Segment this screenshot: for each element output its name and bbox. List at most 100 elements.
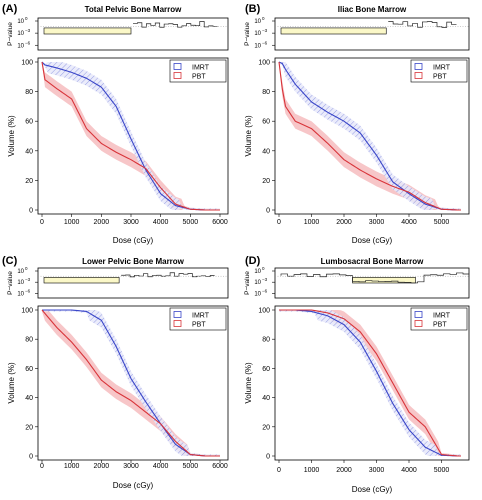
pvalue-axis-label: P−value <box>7 22 14 46</box>
panel-label: (D) <box>245 255 261 267</box>
legend-entry: IMRT <box>192 313 210 320</box>
pbt-legend-swatch <box>414 320 423 327</box>
pvalue-tick-label: 10 <box>17 31 24 37</box>
y-tick-label: 40 <box>262 395 270 402</box>
panel-label: (B) <box>245 3 261 15</box>
pbt-confidence-band <box>279 310 461 456</box>
x-tick-label: 4000 <box>153 463 169 470</box>
y-tick-label: 20 <box>262 178 270 185</box>
pbt-line <box>41 309 220 457</box>
pvalue-line <box>121 272 215 278</box>
x-tick-label: 6000 <box>212 463 228 470</box>
x-axis-label: Dose (cGy) <box>113 481 154 490</box>
x-tick-label: 2000 <box>94 463 110 470</box>
pvalue-tick-exp: 0 <box>25 16 28 21</box>
panel-title: Total Pelvic Bone Marrow <box>85 5 183 14</box>
pbt-legend-swatch <box>173 320 182 327</box>
imrt-legend-swatch <box>173 63 182 70</box>
panel-title: Lumbosacral Bone Marrow <box>321 257 424 266</box>
imrt-legend-swatch <box>414 311 423 318</box>
pvalue-tick-label: 10 <box>17 280 24 286</box>
legend-entry: IMRT <box>433 65 451 72</box>
legend-box <box>169 307 227 331</box>
y-tick-label: 0 <box>266 454 270 461</box>
x-axis-label: Dose (cGy) <box>352 236 393 245</box>
pvalue-tick-exp: −6 <box>25 40 31 45</box>
legend-entry: IMRT <box>433 313 451 320</box>
x-axis-label: Dose (cGy) <box>113 236 154 245</box>
y-axis-label: Volume (%) <box>7 362 16 404</box>
x-tick-label: 6000 <box>212 219 228 226</box>
pvalue-tick-exp: −3 <box>25 277 31 282</box>
pvalue-tick-label: 10 <box>254 269 261 275</box>
x-tick-label: 4000 <box>401 219 417 226</box>
legend-entry: PBT <box>433 322 447 329</box>
pvalue-tick-exp: −6 <box>25 288 31 293</box>
pvalue-tick-label: 10 <box>254 43 261 49</box>
legend-entry: PBT <box>433 74 447 81</box>
x-tick-label: 0 <box>277 467 281 474</box>
y-tick-label: 0 <box>29 208 33 215</box>
y-tick-label: 40 <box>25 148 33 155</box>
y-tick-label: 100 <box>21 308 33 315</box>
y-tick-label: 40 <box>262 148 270 155</box>
pvalue-tick-label: 10 <box>254 280 261 286</box>
x-tick-label: 2000 <box>94 219 110 226</box>
x-tick-label: 3000 <box>369 219 385 226</box>
imrt-confidence-band <box>42 62 220 210</box>
pvalue-line <box>280 272 470 284</box>
y-tick-label: 60 <box>262 119 270 126</box>
y-tick-label: 0 <box>266 208 270 215</box>
x-tick-label: 2000 <box>336 467 352 474</box>
pvalue-tick-exp: −6 <box>262 40 268 45</box>
imrt-line <box>278 61 461 211</box>
y-tick-label: 0 <box>29 454 33 461</box>
panel-label: (C) <box>2 255 18 267</box>
pbt-confidence-band <box>279 62 461 210</box>
y-tick-label: 40 <box>25 395 33 402</box>
pvalue-frame <box>37 17 229 51</box>
panel-title: Iliac Bone Marrow <box>338 5 407 14</box>
imrt-line <box>279 309 461 457</box>
y-tick-label: 80 <box>262 337 270 344</box>
x-tick-label: 5000 <box>183 463 199 470</box>
x-tick-label: 3000 <box>369 467 385 474</box>
imrt-legend-swatch <box>414 63 423 70</box>
pvalue-tick-label: 10 <box>17 19 24 25</box>
x-tick-label: 3000 <box>123 219 139 226</box>
y-axis-label: Volume (%) <box>244 362 253 404</box>
legend-entry: PBT <box>192 74 206 81</box>
panel-d: (D) Lumbosacral Bone Marrow10010−310−6P−v… <box>244 255 470 494</box>
y-tick-label: 20 <box>25 424 33 431</box>
legend-box <box>410 59 468 83</box>
y-tick-label: 20 <box>262 424 270 431</box>
pvalue-line <box>388 21 457 28</box>
pvalue-line <box>133 21 218 28</box>
x-tick-label: 1000 <box>64 463 80 470</box>
pvalue-tick-label: 10 <box>254 31 261 37</box>
y-tick-label: 100 <box>21 60 33 67</box>
pbt-line <box>279 309 461 457</box>
pvalue-axis-label: P−value <box>244 22 251 46</box>
x-tick-label: 0 <box>40 463 44 470</box>
legend-box <box>410 307 468 331</box>
legend-entry: PBT <box>192 322 206 329</box>
x-tick-label: 0 <box>277 219 281 226</box>
pvalue-tick-exp: −6 <box>262 288 268 293</box>
pvalue-tick-exp: 0 <box>25 266 28 271</box>
y-tick-label: 100 <box>258 60 270 67</box>
y-axis-label: Volume (%) <box>244 115 253 157</box>
x-tick-label: 2000 <box>336 219 352 226</box>
y-tick-label: 60 <box>25 366 33 373</box>
x-axis-label: Dose (cGy) <box>352 485 393 494</box>
y-tick-label: 80 <box>25 89 33 96</box>
pvalue-tick-label: 10 <box>17 291 24 297</box>
x-tick-label: 4000 <box>401 467 417 474</box>
panel-label: (A) <box>2 3 18 15</box>
panel-b: (B) Iliac Bone Marrow10010−310−6P−value02… <box>244 3 470 245</box>
pvalue-tick-exp: −3 <box>262 277 268 282</box>
plot-frame <box>274 305 470 461</box>
x-tick-label: 5000 <box>434 219 450 226</box>
x-tick-label: 0 <box>40 219 44 226</box>
pvalue-axis-label: P−value <box>244 271 251 295</box>
